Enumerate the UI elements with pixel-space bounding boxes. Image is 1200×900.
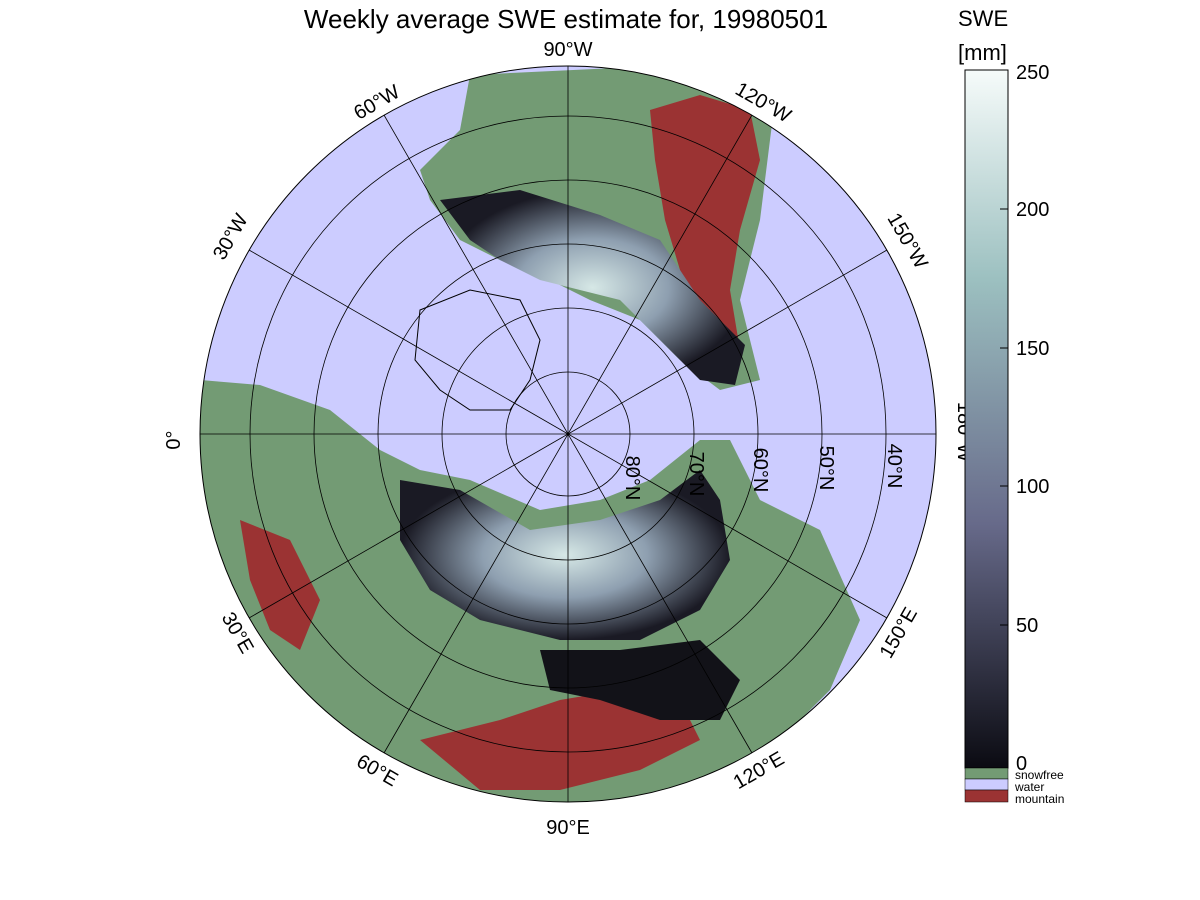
asian-mountains	[420, 690, 700, 790]
legend-swatch-snowfree	[964, 767, 1009, 780]
colorbar-unit: [mm]	[958, 40, 1007, 65]
lat-label-70n: 70°N	[685, 452, 707, 497]
legend-label-snowfree: snowfree	[1015, 768, 1064, 782]
legend-swatch-water	[964, 778, 1009, 791]
colorbar-gradient	[964, 69, 1009, 769]
colorbar-ticks	[1000, 208, 1008, 626]
colorbar-tick-250: 250	[1016, 62, 1050, 84]
map-border	[199, 65, 937, 803]
parallel-labels: 80°N 70°N 60°N 50°N 40°N	[621, 444, 905, 501]
lat-label-50n: 50°N	[815, 446, 837, 491]
legend-label-water: water	[1015, 780, 1045, 794]
colorbar-tick-0: 0	[1016, 753, 1028, 775]
lat-label-60n: 60°N	[749, 448, 771, 493]
lat-label-40n: 40°N	[883, 444, 905, 489]
lon-label-0: 0°	[163, 430, 185, 449]
map-title: Weekly average SWE estimate for, 1998050…	[303, 4, 829, 34]
colorbar-tick-100: 100	[1016, 476, 1050, 498]
colorbar-tick-200: 200	[1016, 199, 1050, 221]
legend-swatch-mountain	[964, 789, 1009, 803]
siberia-snow-dark	[540, 640, 740, 720]
lon-label-90w: 90°W	[543, 39, 592, 61]
colorbar	[964, 69, 1009, 803]
graticule-meridians	[200, 66, 936, 802]
eurasia-snowpack	[400, 470, 730, 640]
north-america-snowpack	[440, 190, 745, 385]
colorbar-tick-50: 50	[1016, 615, 1039, 637]
lat-label-80n: 80°N	[621, 456, 643, 501]
rocky-mountains	[650, 95, 760, 360]
lon-label-90e: 90°E	[546, 817, 590, 839]
european-mountains	[240, 520, 320, 650]
legend-label-mountain: mountain	[1015, 792, 1065, 806]
colorbar-tick-150: 150	[1016, 338, 1050, 360]
colorbar-title: SWE	[958, 6, 1009, 31]
